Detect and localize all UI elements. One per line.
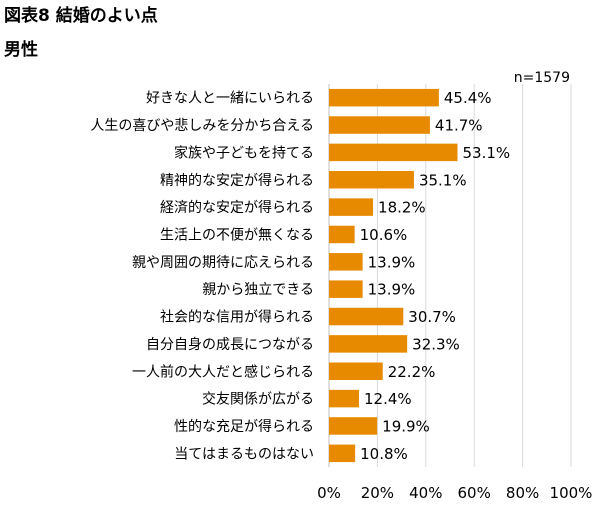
- category-label: 性的な充足が得られる: [174, 418, 314, 435]
- category-label: 家族や子どもを持てる: [174, 144, 314, 161]
- bar: [329, 389, 360, 408]
- category-labels: 好きな人と一緒にいられる人生の喜びや悲しみを分かち合える家族や子どもを持てる精神…: [90, 91, 314, 463]
- category-label: 好きな人と一緒にいられる: [146, 91, 314, 107]
- category-label: 生活上の不便が無くなる: [160, 227, 314, 243]
- x-tick-label: 60%: [458, 484, 491, 502]
- bar: [329, 253, 363, 271]
- category-label: 当てはまるものはない: [174, 446, 314, 462]
- data-label: 22.2%: [388, 363, 436, 381]
- bar: [329, 362, 383, 380]
- category-label: 自分自身の成長につながる: [146, 337, 314, 353]
- x-tick-label: 80%: [506, 484, 539, 502]
- bar: [329, 116, 430, 134]
- bar: [329, 143, 458, 162]
- data-label: 41.7%: [435, 117, 483, 135]
- bar: [329, 198, 374, 216]
- data-label: 53.1%: [463, 144, 511, 162]
- data-label: 13.9%: [368, 253, 416, 271]
- data-labels: 45.4% 41.7% 53.1% 35.1% 18.2% 10.6% 13.9% 13.9%…: [360, 89, 511, 463]
- figure-title: 図表8 結婚のよい点: [4, 6, 158, 26]
- data-label: 35.1%: [419, 171, 467, 189]
- gridlines: [328, 84, 572, 467]
- x-tick-label: 40%: [409, 484, 442, 502]
- bars: [329, 88, 458, 463]
- data-label: 45.4%: [444, 89, 492, 107]
- bar: [329, 171, 414, 189]
- data-label: 32.3%: [412, 335, 460, 353]
- category-label: 親や周囲の期待に応えられる: [132, 255, 314, 271]
- bar: [329, 307, 404, 326]
- data-label: 30.7%: [408, 308, 456, 326]
- bar: [329, 280, 363, 298]
- x-tick-label: 20%: [361, 484, 394, 502]
- category-label: 交友関係が広がる: [202, 391, 314, 408]
- category-label: 人生の喜びや悲しみを分かち合える: [90, 117, 314, 134]
- data-label: 12.4%: [364, 390, 412, 408]
- panel-title: 男性: [4, 40, 38, 60]
- category-label: 経済的な安定が得られる: [160, 199, 314, 216]
- x-tick-label: 100%: [550, 484, 593, 502]
- category-label: 一人前の大人だと感じられる: [132, 363, 314, 380]
- data-label: 10.8%: [360, 445, 408, 463]
- data-label: 18.2%: [378, 199, 426, 217]
- data-label: 13.9%: [368, 281, 416, 299]
- bar: [329, 417, 378, 435]
- x-axis-ticks: 0% 20% 40% 60% 80% 100%: [317, 484, 592, 502]
- category-label: 親から独立できる: [202, 282, 314, 298]
- bar: [329, 88, 439, 107]
- bar: [329, 335, 408, 353]
- data-label: 19.9%: [382, 417, 430, 435]
- bar: [329, 225, 355, 244]
- x-tick-label: 0%: [317, 484, 341, 502]
- category-label: 精神的な安定が得られる: [160, 172, 314, 189]
- data-label: 10.6%: [360, 226, 408, 244]
- category-label: 社会的な信用が得られる: [160, 309, 314, 326]
- sample-size-annotation: n=1579: [514, 70, 570, 86]
- bar: [329, 444, 356, 463]
